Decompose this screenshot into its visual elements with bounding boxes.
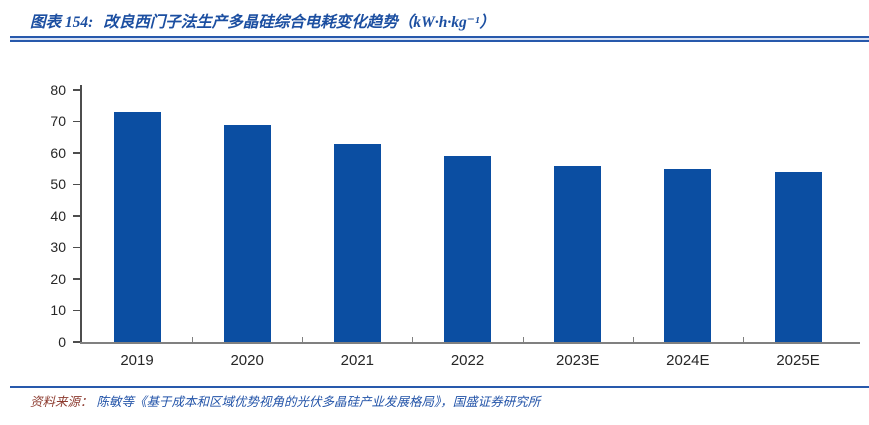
x-tick-label: 2019: [120, 352, 154, 369]
bar-2020: [223, 124, 271, 342]
x-axis-minor-tick: [632, 337, 634, 342]
y-tick-label: 60: [50, 144, 66, 161]
x-axis-minor-tick: [302, 337, 304, 342]
y-axis-tick: [73, 120, 80, 123]
bar-2019: [113, 112, 161, 342]
y-tick-label: 70: [50, 113, 66, 129]
y-axis-tick: [73, 152, 80, 154]
bar-2025E: [774, 171, 822, 342]
y-axis-tick: [73, 278, 80, 280]
footer-divider-line: [10, 386, 869, 388]
y-axis-tick: [73, 215, 80, 217]
source-text: 陈敏等《基于成本和区域优势视角的光伏多晶硅产业发展格局》，国盛证券研究所: [96, 395, 541, 409]
y-tick-label: 40: [50, 207, 66, 224]
x-tick-label: 2024E: [666, 352, 710, 369]
figure-title-text: 改良西门子法生产多晶硅综合电耗变化趋势（kW·h·kg⁻¹）: [103, 14, 496, 31]
y-axis-tick: [73, 89, 80, 91]
bar-2023E: [554, 165, 602, 342]
bar-2022: [444, 156, 491, 342]
y-tick-label: 0: [58, 333, 66, 350]
figure-title: 图表 154: 改良西门子法生产多晶硅综合电耗变化趋势（kW·h·kg⁻¹）: [30, 10, 495, 32]
x-axis: [80, 342, 860, 344]
x-tick-label: 2025E: [776, 352, 820, 369]
y-axis-tick: [73, 309, 80, 312]
source-line: 资料来源： 陈敏等《基于成本和区域优势视角的光伏多晶硅产业发展格局》，国盛证券研究…: [30, 391, 540, 410]
y-tick-label: 10: [50, 302, 66, 318]
header-divider-line: [10, 36, 869, 38]
y-tick-label: 20: [50, 270, 66, 287]
x-tick-label: 2021: [340, 352, 375, 369]
y-axis-tick: [73, 183, 80, 186]
bar-2024E: [664, 168, 712, 342]
y-axis-tick: [73, 341, 80, 343]
x-axis-minor-tick: [192, 337, 194, 342]
header-divider-gap: [10, 38, 869, 40]
figure-number: 图表 154:: [30, 14, 94, 31]
bar-2021: [333, 143, 381, 342]
y-tick-label: 50: [50, 176, 66, 192]
y-tick-label: 80: [50, 81, 66, 98]
source-label: 资料来源：: [30, 395, 93, 409]
x-tick-label: 2023E: [555, 352, 600, 369]
x-axis-minor-tick: [742, 337, 744, 342]
x-tick-label: 2022: [450, 352, 485, 369]
y-axis: [80, 85, 82, 344]
header-divider-line: [10, 40, 869, 42]
x-tick-label: 2020: [230, 352, 264, 369]
x-axis-minor-tick: [412, 337, 414, 342]
x-axis-minor-tick: [522, 337, 524, 342]
y-tick-label: 30: [50, 239, 66, 255]
y-axis-tick: [73, 246, 80, 249]
